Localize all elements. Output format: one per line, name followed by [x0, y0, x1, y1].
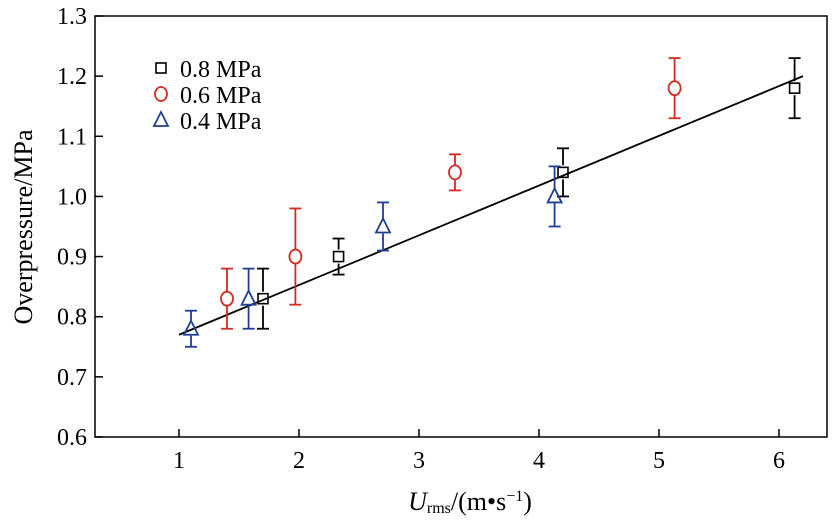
x-axis-title-main: U [408, 487, 429, 516]
y-axis-title: Overpressure/MPa [9, 129, 38, 324]
legend-marker-circle [154, 86, 168, 102]
data-point [288, 248, 303, 265]
y-tick-label: 0.7 [57, 365, 87, 391]
series-square [257, 57, 801, 330]
y-tick-label: 1.0 [57, 184, 87, 210]
x-tick-label: 6 [773, 448, 785, 474]
data-point [240, 288, 258, 306]
data-marks [182, 57, 801, 348]
x-axis-title-exp: −1 [506, 488, 523, 505]
legend-label: 0.8 MPa [180, 57, 262, 83]
y-tick-label: 1.3 [57, 4, 87, 30]
data-point [257, 292, 269, 305]
data-point [557, 166, 569, 179]
y-tick-label: 0.6 [57, 425, 87, 451]
legend-label: 0.6 MPa [180, 83, 262, 109]
legend-label: 0.4 MPa [180, 109, 262, 135]
legend-marker-square [155, 62, 167, 74]
series-triangle [182, 165, 564, 348]
fit-line-layer [178, 75, 804, 336]
series-circle [220, 57, 682, 330]
axis-ticks: 1 2 3 4 5 6 0.6 0.7 0.8 0.9 1.0 1.1 1.2 1.3 [57, 4, 785, 474]
x-tick-label: 1 [173, 448, 185, 474]
data-point [332, 250, 345, 263]
plot-frame [94, 15, 828, 438]
legend-marker-triangle [152, 109, 170, 127]
data-point [448, 164, 462, 181]
plot-border [94, 15, 828, 438]
y-tick-label: 1.2 [57, 64, 87, 90]
data-point [788, 82, 801, 94]
x-tick-label: 2 [293, 448, 305, 474]
x-tick-label: 5 [653, 448, 665, 474]
x-tick-label: 3 [413, 448, 425, 474]
data-point [374, 216, 392, 234]
x-axis-title: Urms/(m•s−1) [408, 487, 532, 517]
data-point [182, 318, 200, 336]
y-tick-label: 1.1 [57, 124, 87, 150]
data-point [667, 80, 682, 97]
y-tick-label: 0.8 [57, 305, 87, 331]
data-point [546, 186, 564, 204]
fit-line [178, 75, 804, 336]
x-axis-title-end: ) [523, 487, 532, 516]
data-point [220, 290, 234, 307]
x-axis-title-sub: rms [427, 500, 451, 517]
x-axis-title-rest: /(m•s [451, 487, 506, 516]
x-tick-label: 4 [533, 448, 545, 474]
y-tick-label: 0.9 [57, 245, 87, 271]
